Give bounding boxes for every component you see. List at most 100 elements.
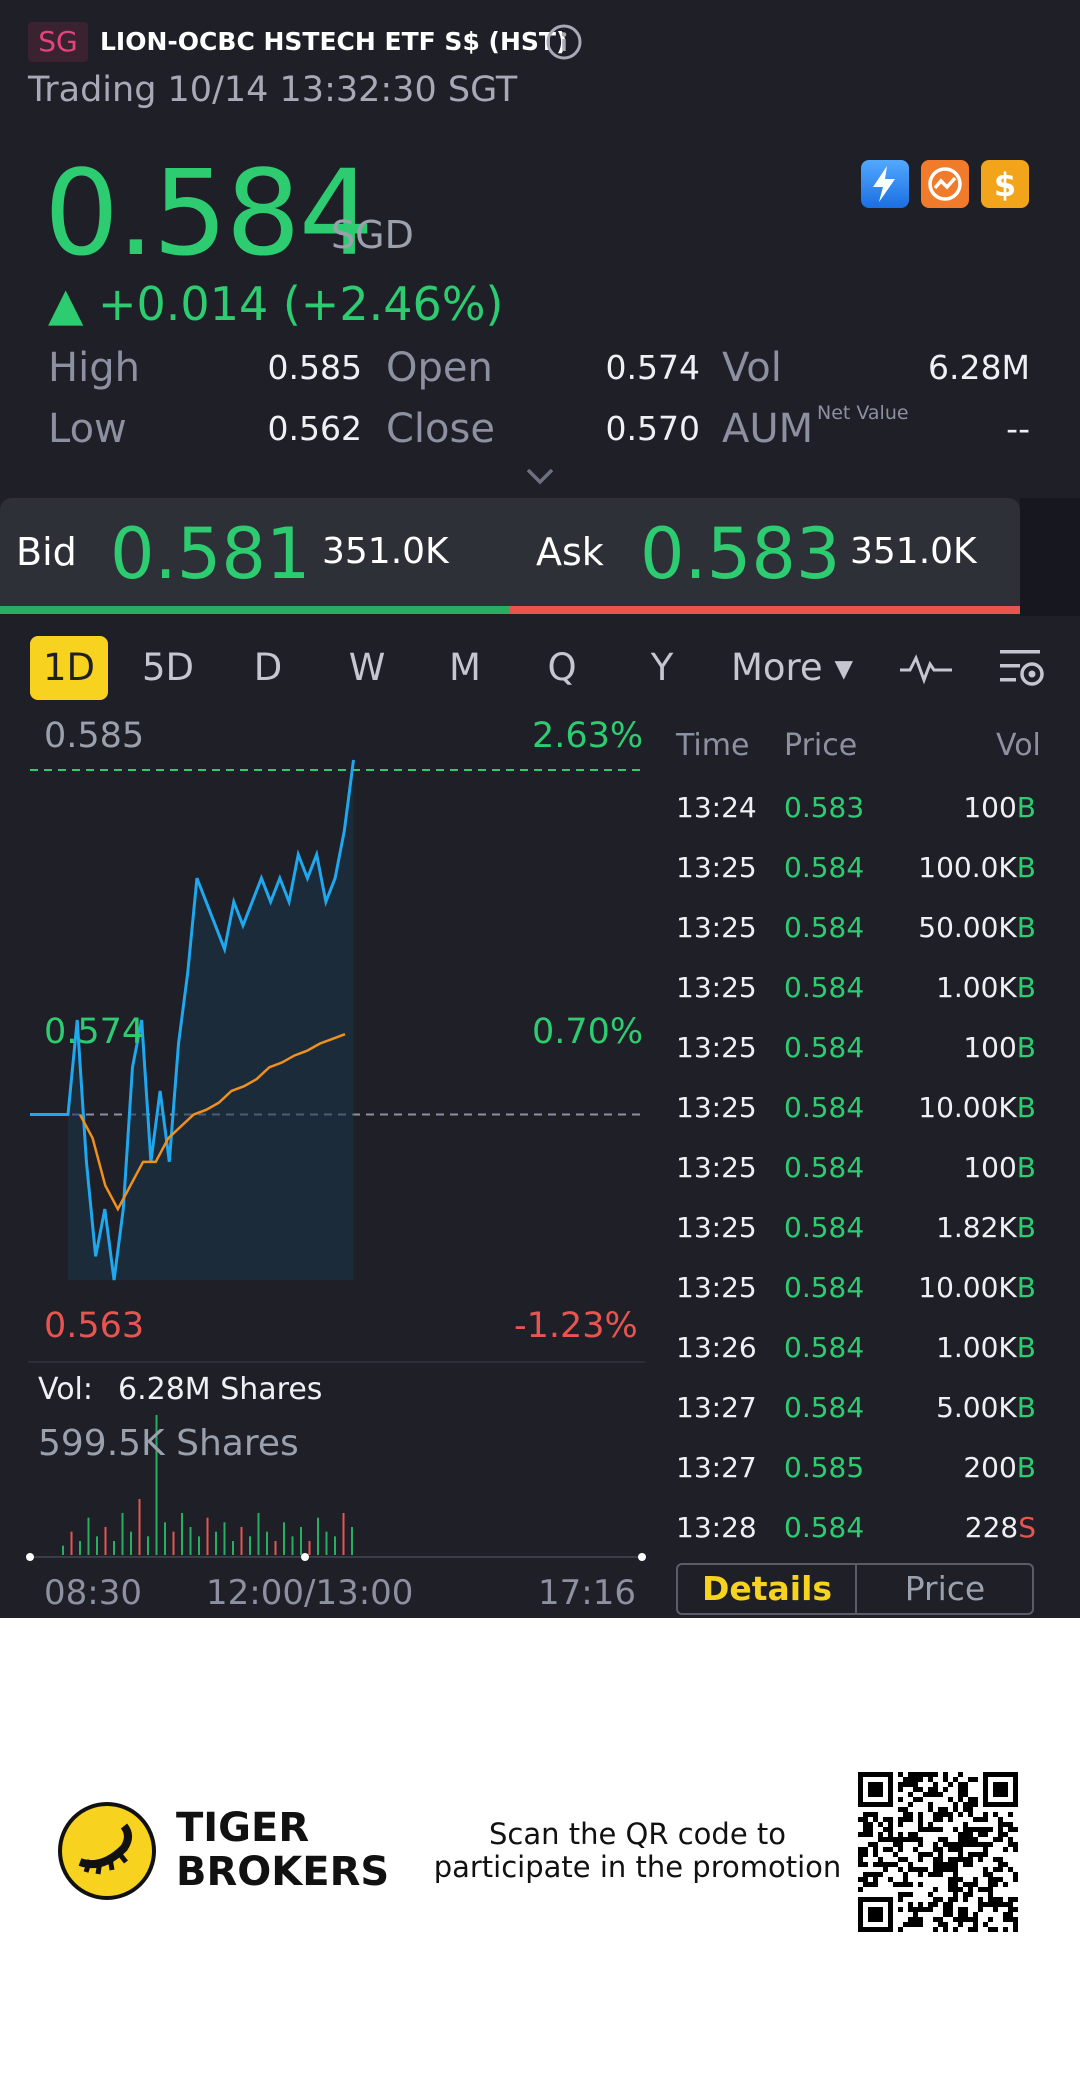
trade-row[interactable]: 13:25 0.584 10.00KB	[676, 1090, 1036, 1150]
qr-module	[858, 1852, 863, 1857]
swap-icon[interactable]	[921, 160, 969, 208]
qr-module	[953, 1892, 958, 1897]
low-label: Low	[48, 406, 127, 452]
qr-module	[903, 1812, 908, 1817]
qr-module	[933, 1897, 938, 1902]
qr-module	[933, 1792, 938, 1797]
bid-ratio-bar	[0, 606, 510, 614]
qr-module	[943, 1912, 948, 1917]
qr-module	[918, 1787, 923, 1792]
qr-module	[983, 1847, 988, 1852]
trade-row[interactable]: 13:25 0.584 100B	[676, 1150, 1036, 1210]
dollar-icon[interactable]: $	[981, 160, 1029, 208]
vol-label: Vol	[722, 345, 782, 391]
qr-module	[938, 1852, 943, 1857]
qr-module	[1013, 1897, 1018, 1902]
trade-time: 13:24	[676, 791, 757, 824]
qr-module	[998, 1837, 1003, 1842]
qr-module	[1008, 1827, 1013, 1832]
qr-module	[918, 1842, 923, 1847]
qr-module	[963, 1842, 968, 1847]
qr-module	[973, 1912, 978, 1917]
qr-module	[948, 1862, 953, 1867]
tiger-logo	[58, 1802, 156, 1900]
qr-module	[858, 1862, 863, 1867]
qr-module	[918, 1872, 923, 1877]
qr-module	[993, 1897, 998, 1902]
qr-module	[903, 1817, 908, 1822]
qr-module	[983, 1852, 988, 1857]
qr-module	[928, 1872, 933, 1877]
qr-module	[928, 1902, 933, 1907]
qr-module	[868, 1842, 873, 1847]
qr-module	[858, 1887, 863, 1892]
time-mid: 12:00/13:00	[206, 1573, 414, 1613]
time-end-dot	[638, 1553, 646, 1561]
chevron-down-icon[interactable]	[520, 462, 560, 492]
avg-price-line	[78, 1033, 346, 1212]
trade-row[interactable]: 13:26 0.584 1.00KB	[676, 1330, 1036, 1390]
indicator-icon[interactable]	[898, 648, 954, 688]
intraday-chart[interactable]	[0, 710, 660, 1580]
price-tab[interactable]: Price	[904, 1569, 986, 1608]
qr-module	[943, 1812, 948, 1817]
bid-size: 351.0K	[322, 531, 449, 572]
trade-row[interactable]: 13:24 0.583 100B	[676, 790, 1036, 850]
qr-module	[1013, 1877, 1018, 1882]
qr-code[interactable]	[858, 1772, 1018, 1932]
trade-price: 0.584	[784, 851, 865, 884]
details-tab[interactable]: Details	[701, 1569, 833, 1608]
qr-module	[1003, 1832, 1008, 1837]
y-low-label: 0.563	[44, 1306, 145, 1346]
volume-bar	[206, 1517, 209, 1555]
qr-module	[953, 1862, 958, 1867]
lightning-icon[interactable]	[861, 160, 909, 208]
trade-row[interactable]: 13:25 0.584 1.82KB	[676, 1210, 1036, 1270]
trade-volume-value: 100	[963, 791, 1017, 824]
qr-module	[903, 1882, 908, 1887]
trade-time: 13:27	[676, 1451, 757, 1484]
qr-module	[1013, 1872, 1018, 1877]
chart-settings-icon[interactable]	[996, 644, 1048, 692]
tab-1d[interactable]: 1D	[30, 636, 108, 700]
qr-module	[903, 1807, 908, 1812]
qr-module	[938, 1827, 943, 1832]
volume-value: 6.28M Shares	[118, 1372, 323, 1407]
qr-module	[863, 1882, 868, 1887]
qr-module	[953, 1917, 958, 1922]
trade-row[interactable]: 13:25 0.584 100.0KB	[676, 850, 1036, 910]
tab-month[interactable]: M	[449, 646, 481, 689]
qr-module	[908, 1812, 913, 1817]
trade-price: 0.584	[784, 1271, 865, 1304]
qr-module	[933, 1827, 938, 1832]
qr-module	[953, 1802, 958, 1807]
security-title[interactable]: LION-OCBC HSTECH ETF S$ (HST)	[100, 27, 568, 56]
qr-module	[913, 1777, 918, 1782]
tab-day[interactable]: D	[253, 646, 283, 689]
tab-more[interactable]: More ▾	[730, 646, 854, 689]
trade-row[interactable]: 13:27 0.585 200B	[676, 1450, 1036, 1510]
trade-row[interactable]: 13:25 0.584 50.00KB	[676, 910, 1036, 970]
trade-row[interactable]: 13:27 0.584 5.00KB	[676, 1390, 1036, 1450]
qr-module	[993, 1867, 998, 1872]
qr-module	[923, 1792, 928, 1797]
trade-row[interactable]: 13:25 0.584 10.00KB	[676, 1270, 1036, 1330]
qr-module	[873, 1882, 878, 1887]
tab-quarter[interactable]: Q	[547, 646, 577, 689]
info-icon[interactable]	[544, 22, 584, 62]
volume-bar	[172, 1531, 175, 1555]
trade-row[interactable]: 13:28 0.584 228S	[676, 1510, 1036, 1570]
qr-module	[893, 1837, 898, 1842]
tab-week[interactable]: W	[348, 646, 386, 689]
qr-module	[863, 1812, 868, 1817]
trade-row[interactable]: 13:25 0.584 100B	[676, 1030, 1036, 1090]
qr-module	[923, 1907, 928, 1912]
trade-time: 13:25	[676, 1211, 757, 1244]
trade-row[interactable]: 13:25 0.584 1.00KB	[676, 970, 1036, 1030]
tab-5d[interactable]: 5D	[141, 646, 195, 689]
tab-year[interactable]: Y	[650, 646, 674, 689]
qr-module	[978, 1832, 983, 1837]
price-line	[30, 759, 355, 1281]
qr-module	[973, 1827, 978, 1832]
qr-module	[918, 1882, 923, 1887]
